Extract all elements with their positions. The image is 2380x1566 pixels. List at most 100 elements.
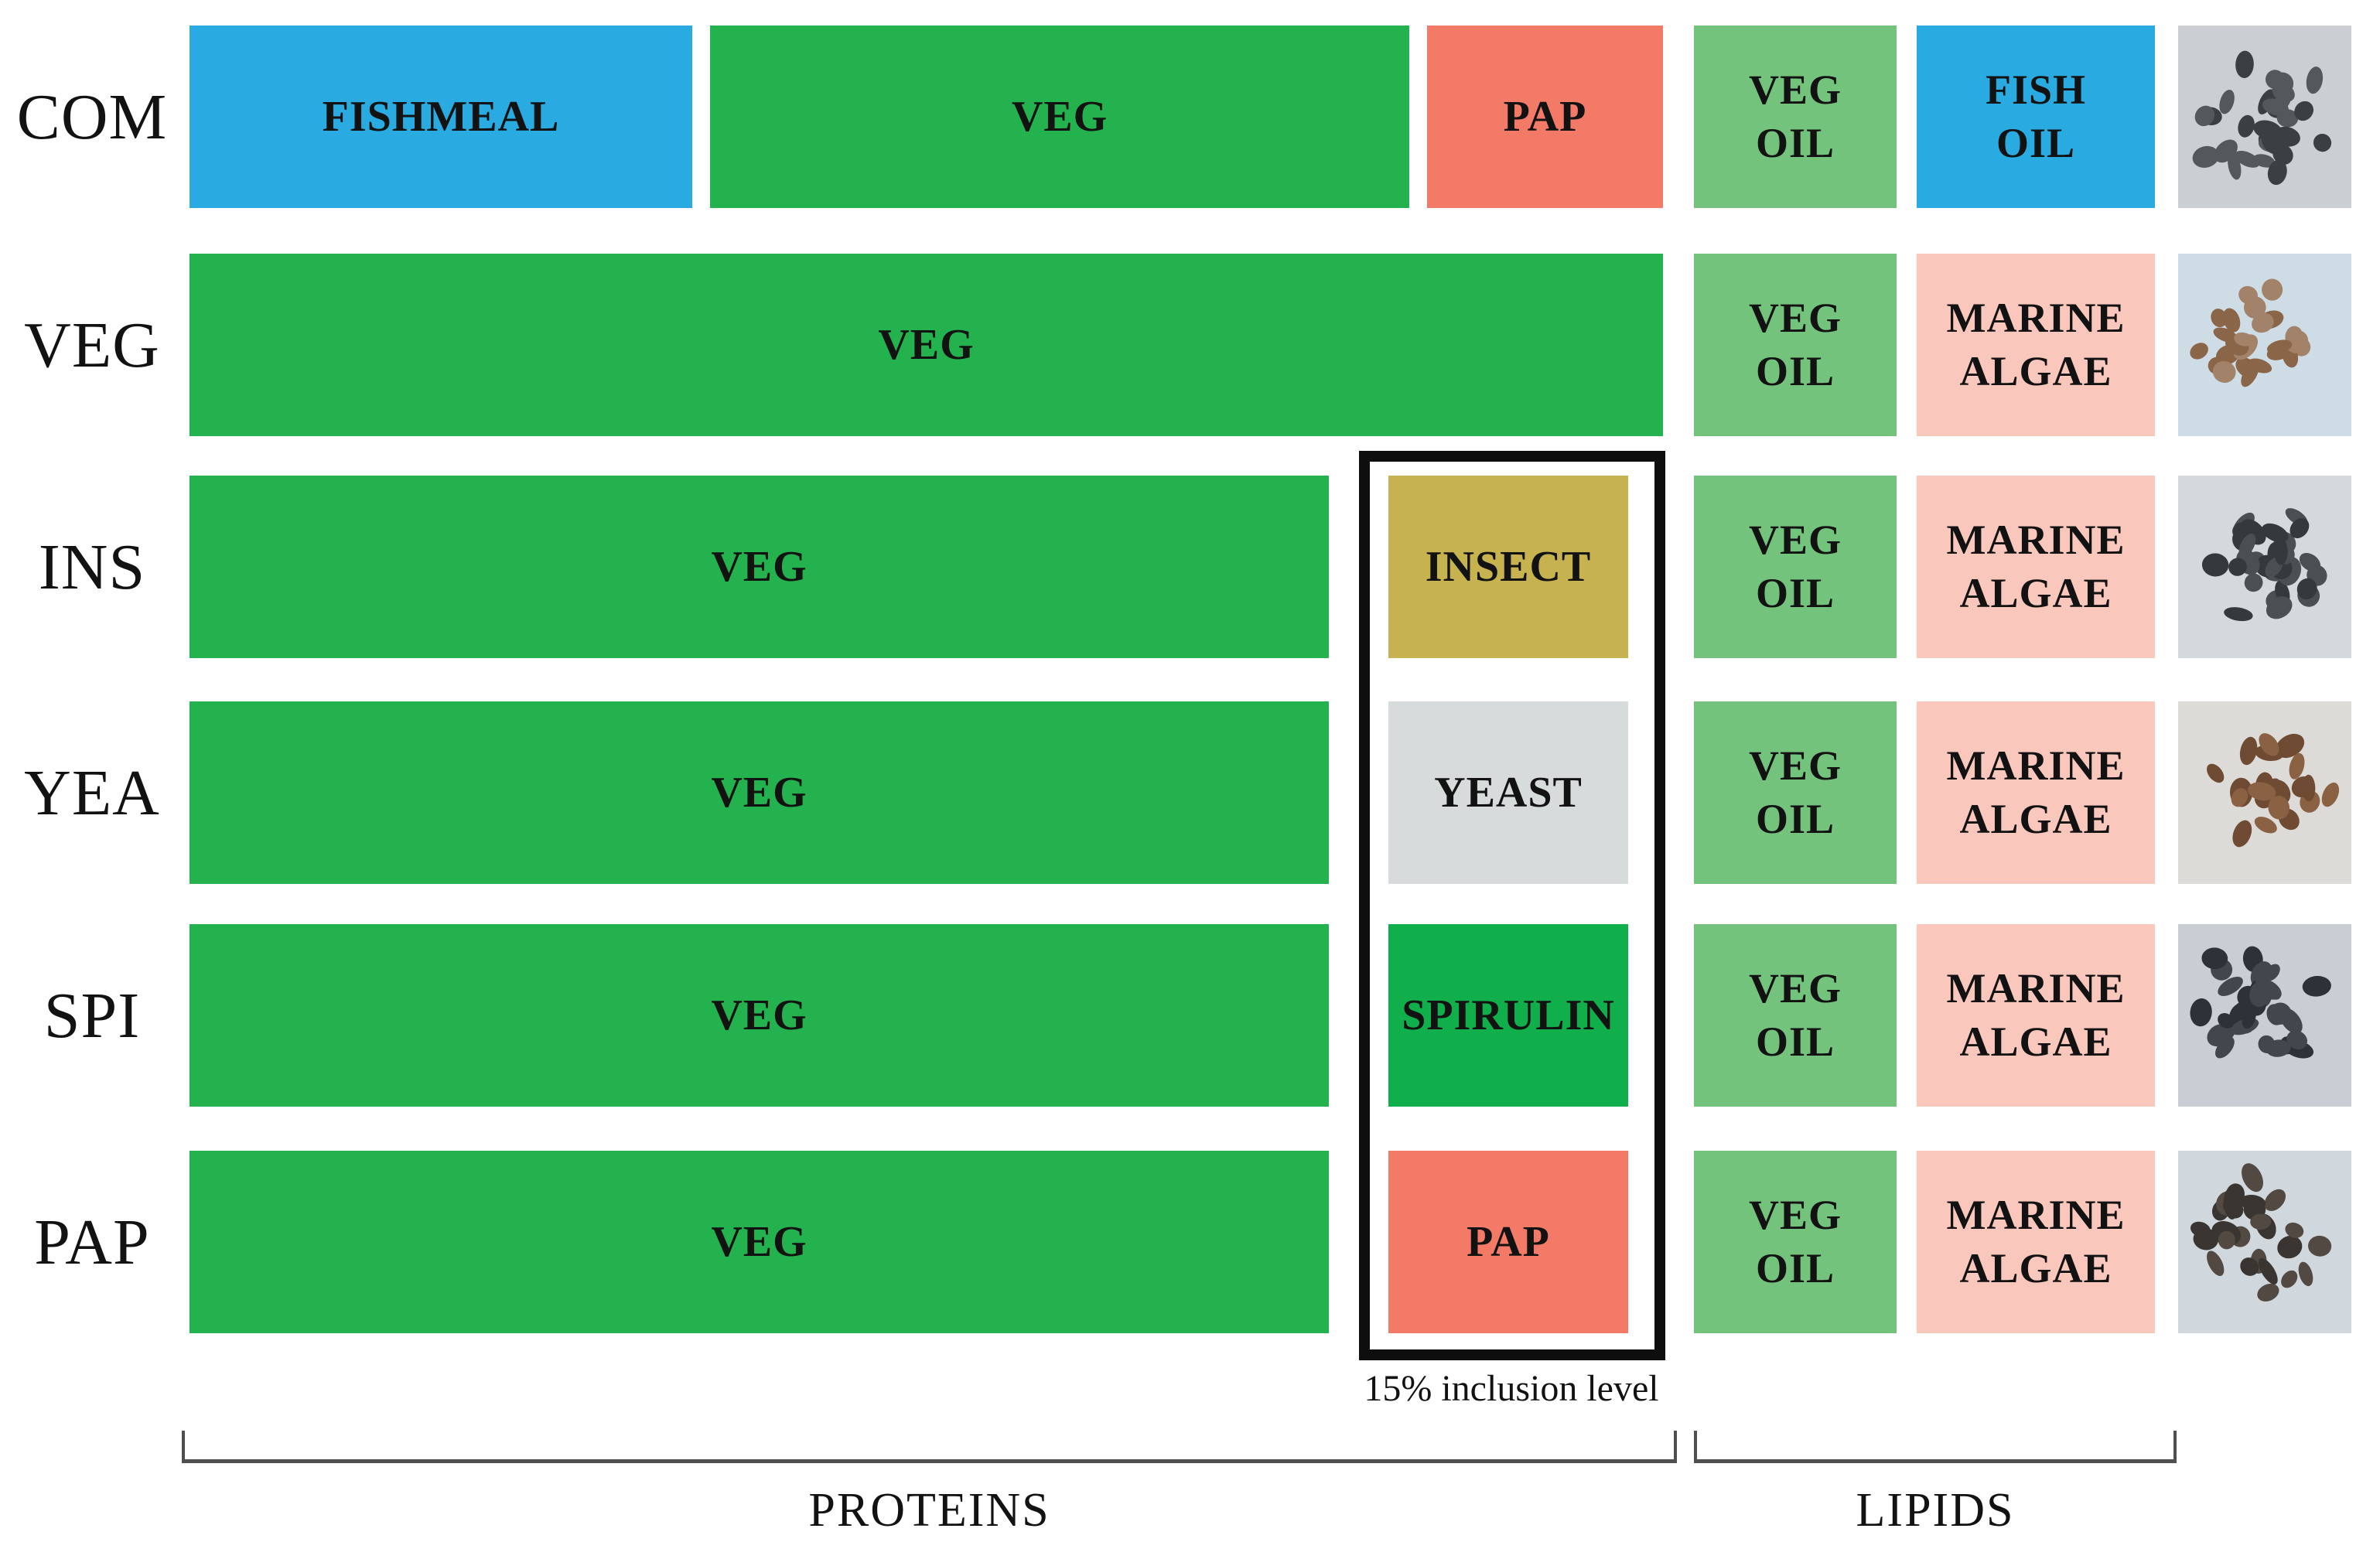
pellet-photo-veg	[2178, 254, 2351, 436]
proteins-bracket	[182, 1431, 1677, 1463]
lipid-box-label: VEG OIL	[1748, 964, 1842, 1065]
inclusion-level-note: 15% inclusion level	[1364, 1368, 1659, 1409]
feed-pellet	[2257, 1283, 2279, 1302]
feed-pellet	[2286, 330, 2309, 353]
lipids-bracket	[1694, 1431, 2177, 1463]
lipid-box-label: VEG OIL	[1748, 66, 1842, 166]
lipid-box-label: VEG OIL	[1748, 294, 1842, 394]
feed-pellet	[2247, 782, 2276, 801]
feed-pellet	[2201, 553, 2229, 577]
protein-box-label: YEAST	[1434, 769, 1583, 817]
feed-pellet	[2228, 558, 2247, 576]
protein-box-label: VEG	[711, 991, 808, 1039]
feed-pellet	[2250, 1213, 2272, 1230]
feed-pellet	[2228, 152, 2242, 180]
feed-pellet	[2254, 817, 2277, 834]
feed-pellet	[2235, 150, 2260, 168]
feed-pellet	[2308, 1235, 2332, 1257]
protein-box-label: PAP	[1467, 1218, 1550, 1266]
feed-pellet	[2266, 596, 2293, 619]
protein-box-label: INSECT	[1425, 543, 1592, 591]
row-label-spi: SPI	[43, 979, 141, 1052]
lipid-box-veg-oil: VEG OIL	[1694, 26, 1897, 208]
feed-pellet	[2285, 1222, 2304, 1238]
pellet-photo-yea	[2178, 701, 2351, 884]
feed-pellet	[2258, 1257, 2278, 1285]
feed-pellet	[2238, 285, 2258, 305]
lipid-box-label: FISH OIL	[1985, 66, 2087, 166]
feed-pellet	[2267, 159, 2287, 186]
feed-pellet	[2266, 1039, 2291, 1057]
protein-box-label: VEG	[1011, 93, 1108, 141]
feed-pellet	[2239, 1194, 2266, 1210]
lipid-box-label: VEG OIL	[1748, 742, 1842, 842]
feed-pellet	[2212, 360, 2236, 383]
feed-pellet	[2247, 358, 2272, 374]
feed-pellet	[2190, 998, 2212, 1027]
feed-pellet	[2207, 1250, 2225, 1276]
feed-pellet	[2302, 975, 2331, 997]
feed-pellet	[2223, 1189, 2238, 1220]
feed-pellet	[2259, 733, 2279, 756]
feed-pellet	[2281, 1270, 2298, 1288]
lipid-box-secondary: MARINE ALGAE	[1917, 1151, 2155, 1333]
lipid-box-label: MARINE ALGAE	[1946, 516, 2126, 616]
lipid-box-label: VEG OIL	[1748, 516, 1842, 616]
feed-pellet	[2291, 776, 2314, 798]
protein-box-label: SPIRULIN	[1402, 991, 1615, 1039]
lipid-box-secondary: MARINE ALGAE	[1917, 254, 2155, 436]
feed-pellet	[2261, 125, 2286, 155]
protein-box-pap: PAP	[1427, 26, 1663, 208]
feed-pellet	[2235, 50, 2254, 78]
feed-pellet	[2262, 523, 2289, 543]
feed-pellet	[2264, 1189, 2286, 1212]
lipid-box-label: MARINE ALGAE	[1946, 294, 2126, 394]
protein-box-spirulin: SPIRULIN	[1388, 924, 1628, 1107]
feed-pellet	[2231, 788, 2249, 807]
feed-pellet	[2219, 89, 2235, 114]
feed-pellet	[2218, 977, 2243, 996]
feed-pellet	[2299, 553, 2321, 572]
feed-pellet	[2238, 114, 2255, 138]
feed-pellet	[2266, 339, 2293, 354]
protein-box-insect: INSECT	[1388, 476, 1628, 658]
feed-pellet	[2240, 1257, 2259, 1276]
row-label-com: COM	[16, 80, 168, 153]
feed-pellet	[2218, 1230, 2235, 1250]
feed-pellet	[2313, 133, 2332, 152]
feed-pellet	[2224, 607, 2253, 622]
protein-box-pap: PAP	[1388, 1151, 1628, 1333]
lipid-box-veg-oil: VEG OIL	[1694, 1151, 1897, 1333]
feed-pellet	[2242, 1163, 2263, 1192]
feed-pellet	[2234, 332, 2254, 346]
protein-box-label: PAP	[1503, 93, 1587, 141]
feed-pellet	[2262, 278, 2283, 301]
row-label-veg: VEG	[24, 309, 160, 381]
feed-pellet	[2207, 763, 2225, 783]
protein-box-veg: VEG	[710, 26, 1409, 208]
protein-box-label: VEG	[711, 543, 808, 591]
lipid-box-secondary: MARINE ALGAE	[1917, 701, 2155, 884]
feed-pellet	[2201, 947, 2228, 970]
lipid-box-veg-oil: VEG OIL	[1694, 924, 1897, 1107]
lipid-box-secondary: MARINE ALGAE	[1917, 476, 2155, 658]
protein-box-yeast: YEAST	[1388, 701, 1628, 884]
feed-pellet	[2298, 1261, 2313, 1287]
feed-pellet	[2214, 139, 2238, 163]
lipid-box-veg-oil: VEG OIL	[1694, 476, 1897, 658]
feed-pellet	[2289, 752, 2305, 780]
lipid-box-label: VEG OIL	[1748, 1191, 1842, 1291]
protein-box-veg: VEG	[190, 1151, 1329, 1333]
lipid-box-label: MARINE ALGAE	[1946, 964, 2126, 1065]
lipid-box-secondary: FISH OIL	[1917, 26, 2155, 208]
protein-box-veg: VEG	[190, 476, 1329, 658]
row-label-ins: INS	[38, 531, 146, 603]
pellet-photo-pap	[2178, 1151, 2351, 1333]
feed-pellet	[2238, 533, 2256, 558]
feed-pellet	[2218, 1013, 2235, 1029]
protein-box-label: VEG	[711, 1218, 808, 1266]
feed-pellet	[2255, 978, 2281, 1000]
protein-box-veg: VEG	[190, 924, 1329, 1107]
feed-pellet	[2232, 820, 2252, 848]
protein-box-veg: VEG	[190, 254, 1663, 436]
